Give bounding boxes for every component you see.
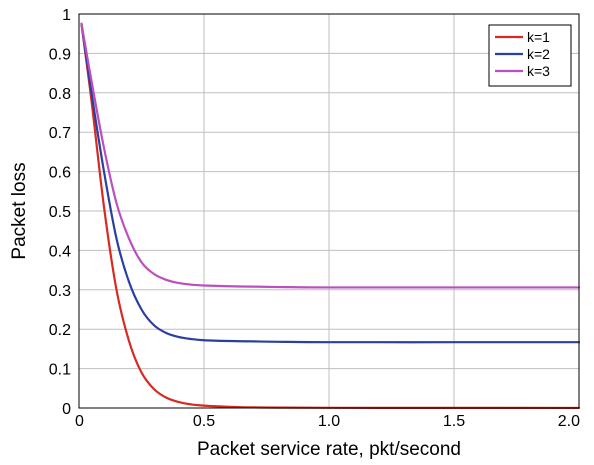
series-line-3 <box>80 22 581 289</box>
y-tick-labels: 0 0.1 0.2 0.3 0.4 0.5 0.6 0.7 0.8 0.9 1 <box>49 7 71 418</box>
y-tick-label: 0 <box>62 401 71 418</box>
y-tick-label: 0.6 <box>49 165 71 182</box>
y-tick-label: 0.7 <box>49 125 71 142</box>
series-line-2 <box>80 22 581 344</box>
x-tick-label: 0.5 <box>193 413 215 430</box>
y-tick-label: 0.1 <box>49 362 71 379</box>
y-tick-label: 0.8 <box>49 86 71 103</box>
x-axis-label: Packet service rate, pkt/second <box>197 439 461 460</box>
grid-layer <box>79 14 579 408</box>
legend-box <box>488 24 572 87</box>
legend-label: k=2 <box>527 46 550 62</box>
x-tick-label: 1.5 <box>443 413 465 430</box>
legend-items: k=1k=2k=3 <box>495 29 550 79</box>
x-tick-label: 1.0 <box>318 413 340 430</box>
y-tick-label: 0.5 <box>49 204 71 221</box>
x-tick-label: 0 <box>75 413 84 430</box>
legend-label: k=3 <box>527 63 550 79</box>
x-tick-labels: 0 0.5 1.0 1.5 2.0 <box>75 413 580 430</box>
y-tick-label: 0.9 <box>49 46 71 63</box>
x-tick-label: 2.0 <box>558 413 580 430</box>
y-tick-label: 1 <box>62 7 71 24</box>
y-tick-label: 0.3 <box>49 283 71 300</box>
y-axis-label: Packet loss <box>9 162 30 259</box>
plot-frame <box>78 13 580 409</box>
legend-label: k=1 <box>527 29 550 45</box>
y-tick-label: 0.2 <box>49 322 71 339</box>
legend: k=1k=2k=3 <box>488 24 572 87</box>
y-tick-label: 0.4 <box>49 243 71 260</box>
